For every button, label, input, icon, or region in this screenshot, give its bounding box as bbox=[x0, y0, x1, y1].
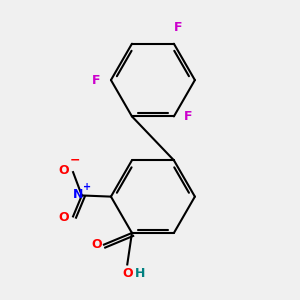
Text: F: F bbox=[92, 74, 100, 87]
Text: N: N bbox=[73, 188, 83, 201]
Text: +: + bbox=[83, 182, 91, 192]
Text: O: O bbox=[58, 211, 69, 224]
Text: O: O bbox=[58, 164, 69, 178]
Text: F: F bbox=[174, 22, 183, 34]
Text: O: O bbox=[91, 238, 102, 251]
Text: H: H bbox=[135, 267, 145, 280]
Text: F: F bbox=[184, 110, 193, 123]
Text: O: O bbox=[122, 267, 133, 280]
Text: −: − bbox=[70, 154, 80, 167]
